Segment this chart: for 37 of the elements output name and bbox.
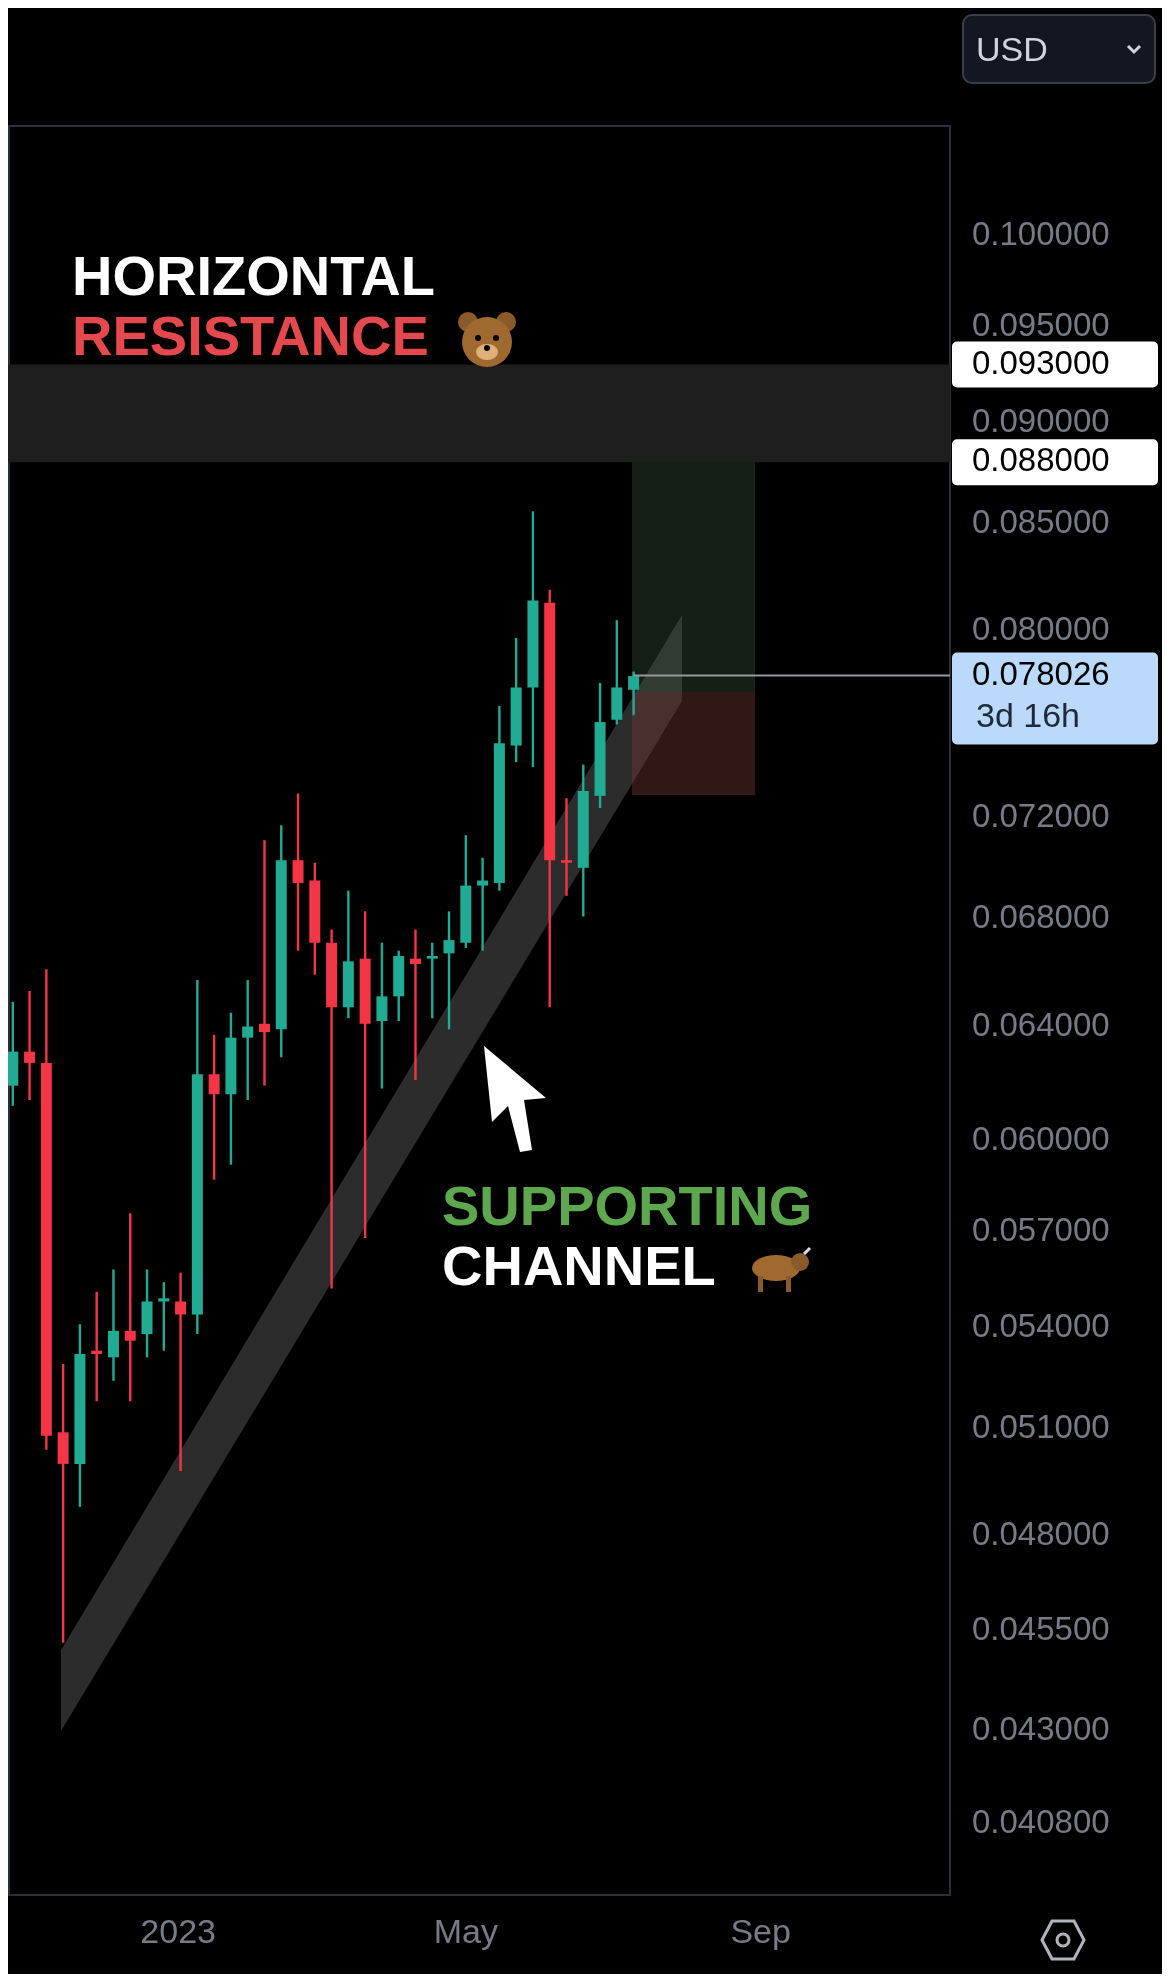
candlestick (409, 929, 421, 1080)
y-tick-label: 0.045500 (972, 1610, 1110, 1648)
y-tick-label: 0.043000 (972, 1710, 1110, 1748)
x-tick-label: 2023 (140, 1911, 216, 1950)
text: USD (976, 29, 1048, 69)
y-tick-label: 0.060000 (972, 1119, 1110, 1157)
y-tick-label: 0.080000 (972, 610, 1110, 648)
y-tick-label: 0.051000 (972, 1407, 1110, 1445)
candlestick (242, 980, 254, 1101)
x-tick-label: May (433, 1911, 498, 1950)
annotation: RESISTANCE (72, 304, 429, 367)
candlestick (107, 1269, 119, 1381)
x-tick-label: Sep (730, 1911, 791, 1950)
candlestick (477, 857, 489, 951)
annotation: SUPPORTING (442, 1174, 813, 1237)
y-tick-label: 0.072000 (972, 796, 1110, 834)
y-tick-label: 0.093000 (972, 343, 1110, 381)
candlestick (258, 840, 270, 1086)
candlestick (326, 929, 338, 1289)
y-tick-label: 0.078026 (972, 654, 1110, 692)
annotation: HORIZONTAL (72, 244, 435, 307)
ref-line-label: 3d 16h (976, 695, 1080, 734)
y-tick-label: 0.100000 (972, 215, 1110, 252)
y-tick-label: 0.048000 (972, 1515, 1110, 1553)
y-tick-label: 0.064000 (972, 1005, 1110, 1043)
y-tick-label: 0.085000 (972, 502, 1110, 540)
y-tick-label: 0.088000 (972, 441, 1110, 479)
y-tick-label: 0.057000 (972, 1210, 1110, 1248)
candlestick (560, 798, 572, 896)
y-tick-label: 0.090000 (972, 401, 1110, 439)
y-tick-label: 0.054000 (972, 1306, 1110, 1344)
y-tick-label: 0.095000 (972, 305, 1110, 343)
candlestick (24, 990, 36, 1101)
annotation: CHANNEL (442, 1234, 716, 1297)
y-tick-label: 0.068000 (972, 898, 1110, 936)
candlestick (175, 1272, 187, 1471)
y-tick-label: 0.040800 (972, 1803, 1110, 1841)
